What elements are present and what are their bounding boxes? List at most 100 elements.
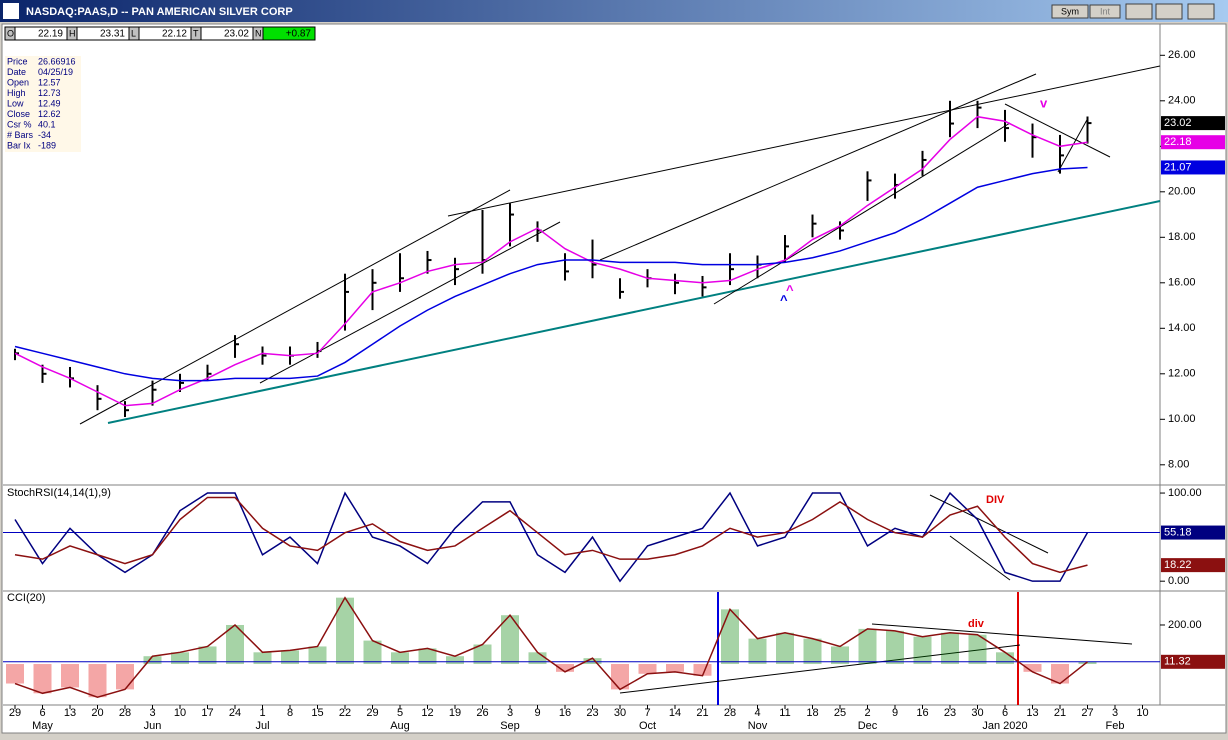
minimize-button[interactable]	[1125, 3, 1153, 20]
quote-key-box	[128, 26, 140, 41]
quote-value: +0.87	[286, 29, 312, 40]
cci-bar	[391, 652, 409, 665]
cci-bar	[996, 652, 1014, 665]
trendline	[447, 65, 1161, 217]
cci-bar	[116, 664, 134, 690]
info-label: Csr %	[7, 119, 32, 129]
cci-bar	[1078, 661, 1097, 665]
x-tick-label: 28	[119, 707, 131, 719]
cci-bar	[171, 652, 189, 665]
x-tick-label: 9	[534, 707, 540, 719]
trendline	[1004, 103, 1111, 158]
x-tick-label: 3	[149, 707, 155, 719]
y-tick-label: 24.00	[1168, 95, 1196, 107]
cci-bar	[1023, 664, 1042, 672]
cci-bar	[666, 664, 684, 672]
x-tick-label: 18	[806, 707, 818, 719]
y-tick-label: 18.00	[1168, 231, 1196, 243]
indicator-line	[14, 496, 1088, 574]
trendline	[619, 644, 1021, 694]
x-tick-label: 13	[1026, 707, 1038, 719]
y-tick-label: 14.00	[1168, 322, 1196, 334]
y-tick-label: 26.00	[1168, 49, 1196, 61]
cci-bar	[33, 664, 52, 694]
x-tick-label: 10	[1136, 707, 1148, 719]
x-tick-label: 19	[449, 707, 461, 719]
info-value: 26.66916	[38, 56, 76, 66]
x-tick-label: 11	[779, 707, 790, 719]
y-tick-label: 12.00	[1168, 368, 1196, 380]
x-tick-label: 30	[614, 707, 626, 719]
value-tag	[1161, 135, 1225, 150]
x-tick-label: 29	[366, 707, 378, 719]
quote-key: H	[69, 28, 76, 38]
month-label: Dec	[858, 720, 878, 732]
x-tick-label: 20	[91, 707, 103, 719]
x-tick-label: 21	[1054, 707, 1066, 719]
cci-bar	[363, 640, 382, 665]
quote-key: O	[7, 28, 14, 38]
y-tick-label: 20.00	[1168, 186, 1196, 198]
annotation: ^	[780, 292, 788, 307]
trendline	[871, 623, 1133, 645]
month-label: Nov	[748, 720, 768, 732]
annotation: ^	[786, 282, 794, 297]
quote-value: 23.31	[100, 29, 125, 40]
cci-bar	[803, 638, 822, 665]
quote-key-box	[66, 26, 78, 41]
y-tick-label: 0.00	[1168, 575, 1189, 587]
value-tag	[1161, 116, 1225, 131]
cci-bar	[501, 615, 519, 665]
month-label: Jul	[255, 720, 269, 732]
value-tag-label: 55.18	[1164, 526, 1192, 538]
quote-key-box	[190, 26, 202, 41]
x-tick-label: 22	[339, 707, 351, 719]
annotation: div	[968, 618, 985, 630]
x-tick-label: 29	[9, 707, 21, 719]
cci-bar	[446, 656, 464, 665]
info-value: 12.49	[38, 98, 61, 108]
info-box	[5, 56, 81, 152]
month-label: Feb	[1106, 720, 1125, 732]
cci-bar	[473, 644, 492, 665]
cci-bar	[748, 638, 767, 665]
annotation: DIV	[986, 494, 1005, 506]
y-tick-label: 16.00	[1168, 277, 1196, 289]
cci-line	[14, 596, 1088, 698]
title-bar	[0, 0, 1228, 22]
sym-button[interactable]	[1051, 4, 1089, 19]
maximize-button[interactable]	[1155, 3, 1183, 20]
quote-key-box	[252, 26, 264, 41]
chart-area	[1, 23, 1227, 734]
x-tick-label: 7	[644, 707, 650, 719]
panel-title: CCI(20)	[7, 592, 46, 604]
x-tick-label: 24	[229, 707, 241, 719]
x-tick-label: 10	[174, 707, 186, 719]
cci-bar	[611, 664, 629, 690]
info-label: Date	[7, 67, 26, 77]
x-tick-label: 21	[696, 707, 708, 719]
close-button[interactable]	[1187, 3, 1215, 20]
int-button[interactable]	[1089, 4, 1121, 19]
indicator-line	[14, 491, 1089, 583]
x-tick-label: 27	[1081, 707, 1093, 719]
x-tick-label: 25	[834, 707, 846, 719]
x-tick-label: 1	[259, 707, 265, 719]
cci-bar	[226, 624, 244, 665]
info-value: 12.57	[38, 77, 61, 87]
cci-bar	[913, 636, 932, 665]
x-tick-label: 4	[754, 707, 760, 719]
cci-bar	[638, 664, 657, 674]
y-tick-label: 10.00	[1168, 413, 1196, 425]
x-tick-label: 2	[864, 707, 870, 719]
cci-bar	[583, 658, 602, 665]
trendline	[599, 73, 1037, 261]
cci-bar	[253, 652, 272, 665]
app-icon	[3, 3, 19, 19]
cci-bar	[6, 664, 24, 684]
value-tag-label: 23.02	[1164, 117, 1192, 129]
sym-label: Sym	[1061, 6, 1079, 16]
cci-bar	[61, 664, 79, 688]
x-tick-label: 26	[476, 707, 488, 719]
